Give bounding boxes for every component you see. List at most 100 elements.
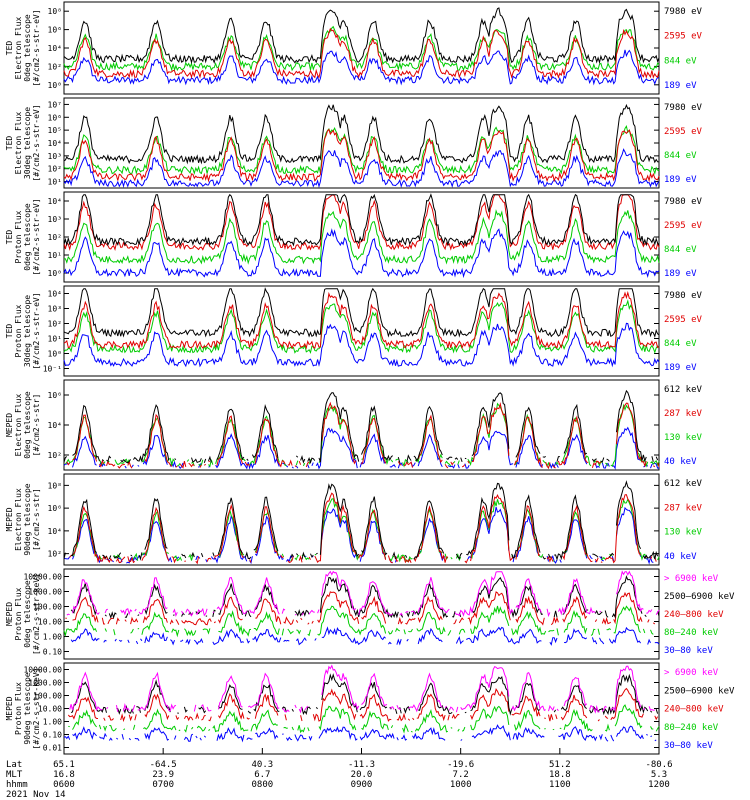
series-trace [63, 209, 660, 265]
legend-entry: 612 keV [664, 479, 703, 489]
ylabel-line: TED [5, 230, 14, 245]
legend-entry: 130 keV [664, 433, 703, 443]
xaxis-value: 0800 [251, 780, 273, 790]
ylabel-line: MEPED [5, 696, 14, 720]
ytick-label: 100.00 [33, 692, 62, 701]
legend-entry: 844 eV [664, 245, 697, 255]
xaxis-value: 16.8 [53, 770, 75, 780]
series-trace [63, 480, 659, 561]
legend-entry: > 6900 keV [664, 574, 719, 584]
legend-entry: 7980 eV [664, 197, 703, 207]
panel-6: 10² 10⁴ 10⁶ 10⁸ MEPED Electron Flux 90deg tele… [5, 473, 703, 566]
ytick-label: 1.00 [43, 718, 62, 727]
legend-entry: 189 eV [664, 363, 697, 373]
legend-entry: 287 keV [664, 409, 703, 419]
ytick-label: 10⁰ [48, 81, 62, 90]
legend-entry: 2500–6900 keV [664, 686, 735, 696]
ylabel-line: [#/cm2-s-str] [32, 488, 41, 551]
series-trace [63, 49, 660, 86]
panel-frame [63, 568, 660, 660]
ytick-label: 10³ [48, 305, 62, 314]
xaxis-value: 1100 [549, 780, 571, 790]
legend-entry: 30–80 keV [664, 646, 713, 656]
legend-entry: 240–800 keV [664, 610, 724, 620]
ytick-label: 10.00 [38, 705, 62, 714]
legend-entry: 612 keV [664, 385, 703, 395]
legend-entry: 2500–6900 keV [664, 592, 735, 602]
ytick-label: 10⁻¹ [43, 365, 62, 374]
legend-entry: 844 eV [664, 339, 697, 349]
xaxis-value: 20.0 [351, 770, 373, 780]
xaxis-value: -64.5 [150, 760, 177, 770]
ylabel-line: [#/cm2-s-str-eV] [32, 198, 41, 275]
ytick-label: 10² [48, 320, 62, 329]
ylabel-line: [#/cm2-s-str] [32, 394, 41, 457]
ytick-label: 10000.00 [23, 666, 62, 675]
ytick-label: 10.00 [38, 618, 62, 627]
legend-entry: 844 eV [664, 151, 697, 161]
xaxis-value: 0700 [152, 780, 174, 790]
ytick-label: 10⁴ [48, 527, 62, 536]
ytick-label: 10² [48, 165, 62, 174]
legend-entry: 40 keV [664, 457, 697, 467]
ylabel-line: Electron Flux [14, 112, 23, 175]
panel-2: 10¹ 10² 10³ 10⁴ 10⁵ 10⁶ 10⁷ TED Electron Flux 30d… [5, 97, 703, 189]
xaxis-value: 23.9 [152, 770, 174, 780]
series-trace [63, 125, 660, 176]
panel-3: 10⁰ 10¹ 10² 10³ 10⁴ TED Proton Flux 0deg telesc… [5, 191, 703, 283]
ytick-label: 10³ [48, 152, 62, 161]
xaxis-value: 6.7 [254, 770, 270, 780]
xaxis-value: 0900 [351, 780, 373, 790]
x-axis: Lat 65.1 -64.5 40.3 -11.3 -19.6 51.2 -80.6 MLT 16… [6, 748, 673, 800]
panel-frame [63, 285, 660, 377]
ylabel-line: Proton Flux [14, 587, 23, 640]
ytick-label: 10⁶ [48, 504, 62, 513]
ylabel-line: MEPED [5, 602, 14, 626]
ytick-label: 0.01 [43, 744, 62, 753]
series-trace [63, 290, 660, 350]
legend-entry: 7980 eV [664, 7, 703, 17]
ytick-label: 10⁷ [48, 100, 62, 109]
ytick-label: 10¹ [48, 335, 62, 344]
legend-entry: 80–240 keV [664, 628, 719, 638]
ytick-label: 1.00 [43, 633, 62, 642]
series-trace [70, 666, 659, 712]
series-trace [67, 687, 659, 723]
legend-entry: 189 eV [664, 269, 697, 279]
ytick-label: 10² [48, 62, 62, 71]
legend-entry: 80–240 keV [664, 723, 719, 733]
series-trace [63, 299, 660, 354]
ylabel-line: Proton Flux [14, 210, 23, 263]
ylabel-line: MEPED [5, 507, 14, 531]
series-trace [63, 27, 660, 79]
xaxis-value: -11.3 [348, 760, 375, 770]
xaxis-row-name: Lat [6, 760, 22, 770]
series-trace [63, 228, 660, 279]
xaxis-value: 65.1 [53, 760, 75, 770]
ytick-label: 10⁸ [48, 481, 62, 490]
ytick-label: 10³ [48, 215, 62, 224]
ylabel-line: [#/cm2-s-str-eV] [32, 9, 41, 86]
xaxis-row-name: MLT [6, 770, 23, 780]
xaxis-value: 18.8 [549, 770, 571, 780]
legend-entry: 7980 eV [664, 103, 703, 113]
ytick-label: 10⁴ [48, 139, 62, 148]
ylabel-line: TED [5, 41, 14, 56]
panel-frame [63, 1, 660, 95]
series-trace [63, 605, 654, 638]
ylabel-line: TED [5, 136, 14, 151]
ylabel-line: 0deg telescope [23, 580, 32, 648]
series-trace [63, 287, 660, 339]
ytick-label: 10⁴ [48, 290, 62, 299]
ylabel-line: Proton Flux [14, 304, 23, 357]
ylabel-line: TED [5, 324, 14, 339]
series-trace [70, 626, 660, 646]
series-trace [63, 7, 660, 65]
panel-8: 0.01 0.10 1.00 10.00 100.00 1000.00 10000.00 ME… [5, 662, 735, 755]
xaxis-value: -19.6 [447, 760, 474, 770]
series-trace [63, 103, 660, 165]
ytick-label: 0.10 [43, 731, 62, 740]
ytick-label: 10⁴ [48, 197, 62, 206]
